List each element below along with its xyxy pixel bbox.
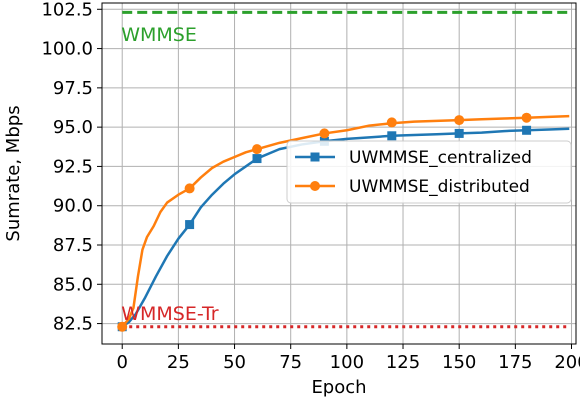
y-axis-label: Sumrate, Mbps bbox=[3, 105, 24, 241]
plot-frame bbox=[101, 2, 577, 345]
y-axis-ticks: 82.5 85.0 87.5 90.0 92.5 95.0 97.5 100.0 102.5 bbox=[41, 0, 102, 335]
x-axis-label: Epoch bbox=[311, 377, 366, 398]
reference-lines bbox=[122, 10, 570, 329]
y-tick-label: 85.0 bbox=[53, 274, 93, 295]
x-tick-label: 200 bbox=[554, 352, 580, 373]
wmmse-annotation: WMMSE bbox=[121, 24, 197, 46]
y-tick-label: 87.5 bbox=[53, 235, 93, 256]
x-tick-label: 125 bbox=[386, 352, 420, 373]
square-marker bbox=[387, 131, 397, 141]
circle-marker bbox=[184, 183, 195, 194]
legend-circle-marker bbox=[310, 181, 320, 191]
y-tick-label: 92.5 bbox=[53, 156, 93, 177]
y-tick-label: 82.5 bbox=[53, 314, 93, 335]
circle-marker bbox=[521, 112, 532, 123]
circle-marker bbox=[454, 115, 465, 126]
series-lines bbox=[117, 112, 570, 332]
x-tick-label: 100 bbox=[330, 352, 364, 373]
y-tick-label: 90.0 bbox=[53, 196, 93, 217]
legend-label: UWMMSE_centralized bbox=[349, 148, 532, 168]
x-tick-label: 150 bbox=[442, 352, 476, 373]
series-line bbox=[121, 127, 570, 328]
wmmse-tr-annotation: WMMSE-Tr bbox=[121, 303, 219, 325]
legend-box bbox=[286, 140, 572, 204]
x-axis-ticks: 0 25 50 75 100 125 150 175 200 bbox=[116, 344, 580, 373]
x-tick-label: 25 bbox=[167, 352, 190, 373]
circle-marker bbox=[386, 117, 397, 128]
square-marker bbox=[252, 154, 262, 164]
x-tick-label: 75 bbox=[279, 352, 302, 373]
reference-annotations: WMMSE WMMSE-Tr bbox=[121, 24, 219, 325]
y-tick-label: 95.0 bbox=[53, 117, 93, 138]
legend-label: UWMMSE_distributed bbox=[349, 177, 530, 197]
legend: UWMMSE_centralized UWMMSE_distributed bbox=[286, 140, 572, 204]
x-tick-label: 175 bbox=[498, 352, 532, 373]
y-tick-label: 100.0 bbox=[41, 39, 93, 60]
circle-marker bbox=[117, 321, 128, 332]
legend-square-marker bbox=[310, 152, 320, 162]
y-tick-label: 97.5 bbox=[53, 78, 93, 99]
x-tick-label: 0 bbox=[116, 352, 127, 373]
square-marker bbox=[522, 125, 532, 135]
y-tick-label: 102.5 bbox=[41, 0, 93, 20]
x-tick-label: 50 bbox=[223, 352, 246, 373]
square-marker bbox=[454, 128, 464, 138]
square-marker bbox=[185, 220, 195, 230]
circle-marker bbox=[252, 144, 263, 155]
circle-marker bbox=[319, 128, 330, 139]
